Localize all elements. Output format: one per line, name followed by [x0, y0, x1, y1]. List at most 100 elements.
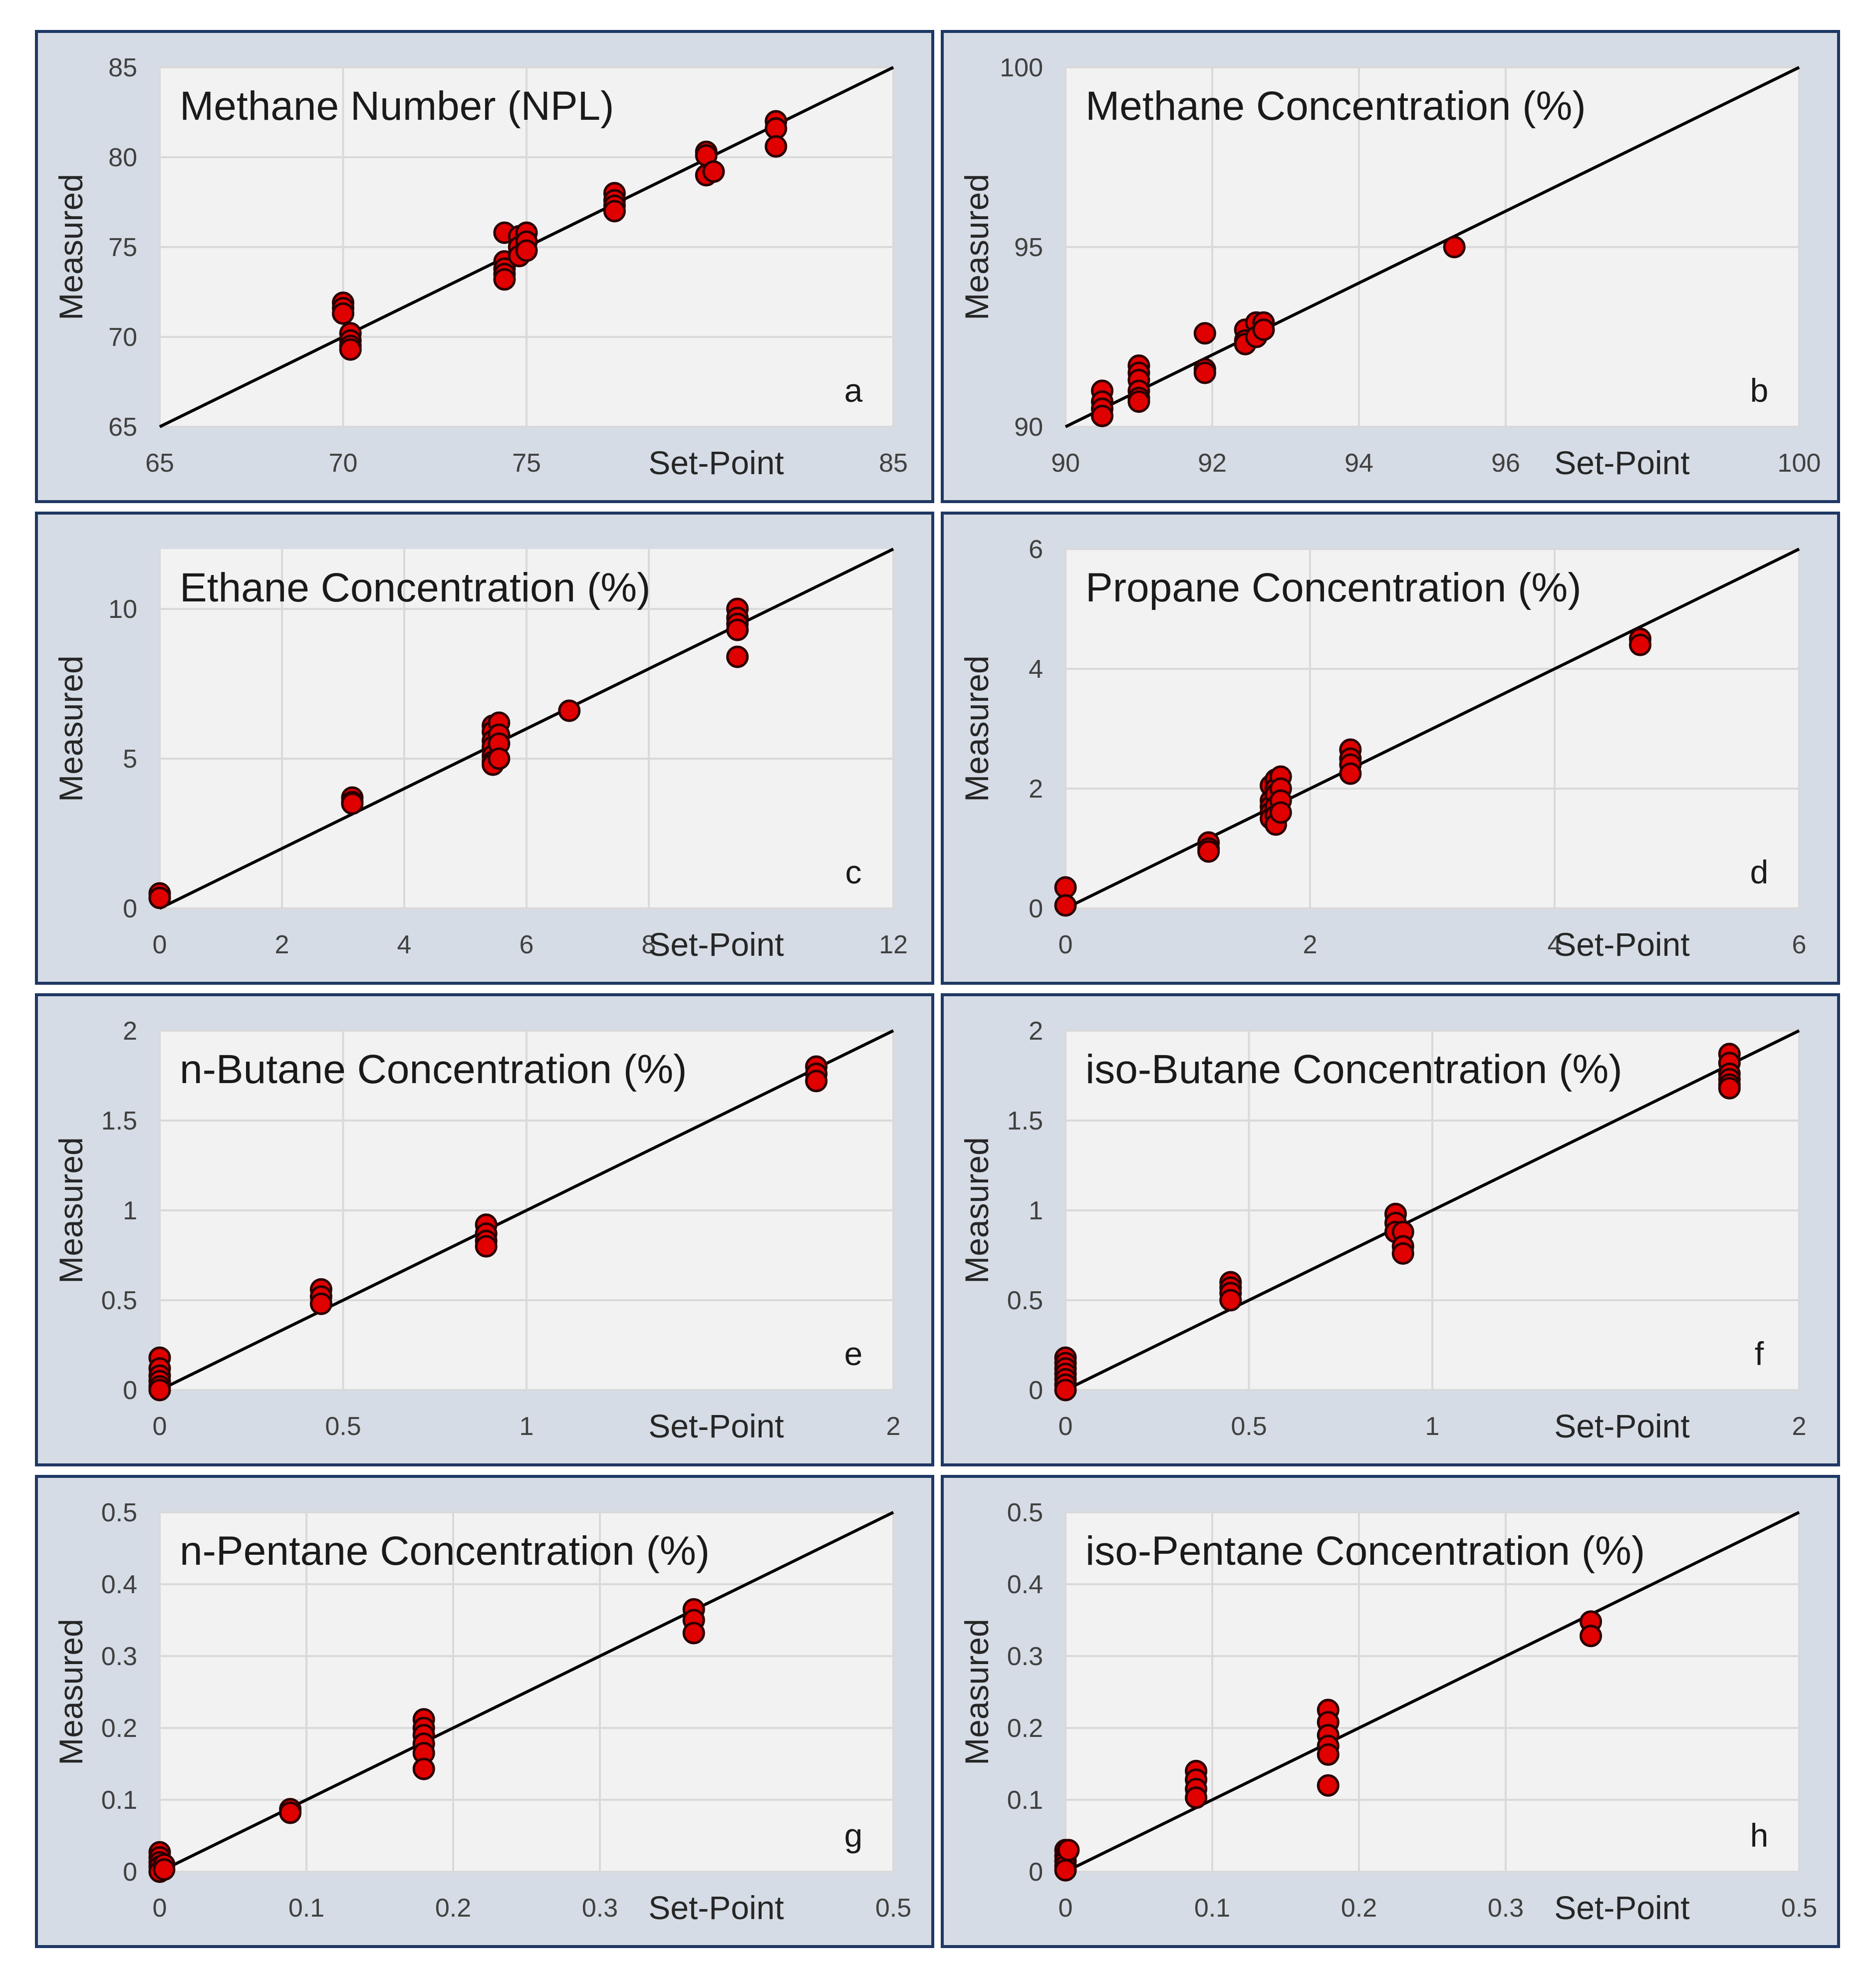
panel-letter: g: [844, 1817, 863, 1854]
y-axis-title: Measured: [958, 1619, 995, 1765]
y-tick-label: 0.5: [1007, 1286, 1043, 1315]
x-tick-label: 0: [1059, 1412, 1073, 1441]
x-tick-label: 85: [879, 449, 908, 478]
data-point: [726, 618, 749, 641]
data-point: [153, 1858, 176, 1881]
y-axis-title: Measured: [958, 1137, 995, 1284]
x-tick-label: 0.5: [1231, 1412, 1267, 1441]
x-tick-label: 0.5: [1781, 1894, 1817, 1923]
y-tick-label: 0.5: [1007, 1498, 1043, 1527]
chart-panel-b: 90 92 94 96 100 90 95 100 Measured Set-Point Metha…: [941, 30, 1840, 503]
data-point: [148, 1379, 171, 1402]
y-tick-label: 0: [123, 1858, 137, 1887]
y-tick-label: 5: [123, 745, 137, 774]
y-tick-label: 0.5: [101, 1498, 137, 1527]
y-tick-label: 75: [108, 233, 137, 262]
data-point: [1054, 1859, 1077, 1882]
y-tick-label: 0.5: [101, 1286, 137, 1315]
x-tick-label: 8: [642, 930, 656, 959]
y-tick-label: 0.1: [101, 1786, 137, 1815]
x-tick-label: 0.5: [875, 1894, 911, 1923]
y-tick-label: 65: [108, 413, 137, 442]
y-tick-label: 0.2: [1007, 1714, 1043, 1743]
y-tick-label: 4: [1029, 655, 1043, 684]
y-tick-label: 0.2: [101, 1714, 137, 1743]
y-tick-label: 0: [1029, 894, 1043, 923]
chart-e: 0 0.5 1 2 0 0.5 1 1.5 2 Measured Set-Point n-Butane…: [35, 993, 934, 1466]
y-axis-title: Measured: [958, 174, 995, 320]
y-tick-label: 0.4: [1007, 1570, 1043, 1599]
x-tick-label: 65: [145, 449, 174, 478]
x-tick-label: 0: [1059, 930, 1073, 959]
x-axis-title: Set-Point: [648, 926, 784, 963]
x-tick-label: 100: [1778, 449, 1821, 478]
data-point: [1317, 1743, 1340, 1766]
y-tick-label: 0.1: [1007, 1786, 1043, 1815]
y-tick-label: 1: [1029, 1196, 1043, 1225]
panel-letter: e: [844, 1335, 863, 1372]
x-tick-label: 0.3: [582, 1894, 618, 1923]
reference-line: [1065, 548, 1800, 910]
data-point: [1197, 840, 1220, 863]
y-axis-title: Measured: [52, 174, 89, 320]
x-tick-label: 0.5: [325, 1412, 361, 1441]
chart-b: 90 92 94 96 100 90 95 100 Measured Set-Point Metha…: [941, 30, 1840, 503]
y-tick-label: 80: [108, 143, 137, 172]
chart-title: Methane Concentration (%): [1085, 83, 1586, 129]
data-point: [332, 302, 354, 325]
data-point: [1269, 801, 1292, 824]
chart-panel-e: 0 0.5 1 2 0 0.5 1 1.5 2 Measured Set-Point n-Butane…: [35, 993, 934, 1466]
reference-line: [159, 1029, 894, 1392]
x-tick-label: 2: [1792, 1412, 1807, 1441]
x-tick-label: 0.1: [1194, 1894, 1230, 1923]
chart-f: 0 0.5 1 2 0 0.5 1 1.5 2 Measured Set-Point iso-Buta…: [941, 993, 1840, 1466]
data-point: [515, 239, 538, 262]
data-point: [603, 200, 626, 223]
y-tick-label: 2: [1029, 1017, 1043, 1046]
x-tick-label: 1: [1425, 1412, 1440, 1441]
x-tick-label: 0.3: [1488, 1894, 1524, 1923]
y-tick-label: 10: [108, 595, 137, 624]
data-point: [1193, 361, 1216, 384]
y-tick-label: 95: [1014, 233, 1043, 262]
x-tick-label: 90: [1051, 449, 1080, 478]
data-point: [805, 1070, 828, 1093]
x-tick-label: 0.1: [288, 1894, 324, 1923]
x-tick-label: 2: [1303, 930, 1318, 959]
data-point: [1443, 236, 1466, 259]
panel-letter: a: [844, 372, 863, 409]
reference-line: [1065, 1029, 1800, 1392]
x-tick-label: 1: [520, 1412, 534, 1441]
x-tick-label: 0.2: [1341, 1894, 1377, 1923]
chart-h: 0 0.1 0.2 0.3 0.5 0 0.1 0.2 0.3 0.4 0.5 Measured Set…: [941, 1475, 1840, 1948]
y-tick-label: 0.4: [101, 1570, 137, 1599]
x-axis-title: Set-Point: [1554, 1408, 1689, 1444]
chart-title: n-Butane Concentration (%): [180, 1047, 687, 1092]
data-point: [341, 792, 364, 815]
chart-title: Methane Number (NPL): [180, 83, 614, 129]
x-axis-title: Set-Point: [648, 1889, 784, 1926]
x-tick-label: 12: [879, 930, 908, 959]
y-tick-label: 1.5: [1007, 1107, 1043, 1135]
data-point: [309, 1292, 332, 1315]
data-point: [1127, 390, 1150, 413]
x-tick-label: 94: [1344, 449, 1373, 478]
x-axis-title: Set-Point: [1554, 926, 1689, 963]
chart-d: 0 2 4 6 0 2 4 6 Measured Set-Point Propane Concent…: [941, 512, 1840, 985]
panel-letter: h: [1750, 1817, 1769, 1854]
x-axis-title: Set-Point: [1554, 444, 1689, 481]
y-axis-title: Measured: [52, 1619, 89, 1765]
x-tick-label: 70: [329, 449, 358, 478]
chart-a: 65 70 75 85 65 70 75 80 85 Measured Set-Point Metha…: [35, 30, 934, 503]
data-point: [682, 1622, 705, 1645]
x-axis-title: Set-Point: [648, 1408, 784, 1444]
y-tick-label: 0: [1029, 1376, 1043, 1405]
data-point: [558, 699, 581, 722]
data-point: [1091, 404, 1113, 427]
y-axis-title: Measured: [52, 1137, 89, 1284]
data-point: [1629, 633, 1651, 656]
data-point: [1219, 1289, 1242, 1312]
data-point: [279, 1801, 302, 1824]
x-tick-label: 4: [397, 930, 412, 959]
